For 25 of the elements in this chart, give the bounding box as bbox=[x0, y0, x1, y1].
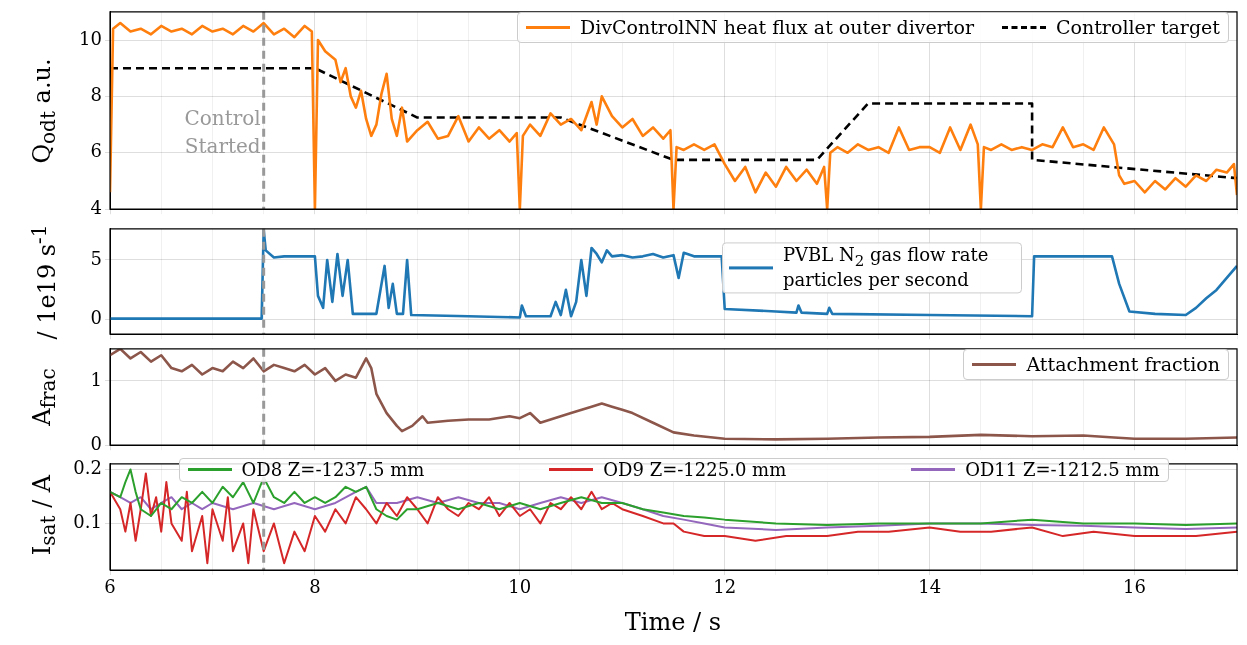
x-tick-label: 16 bbox=[1123, 576, 1146, 598]
y-tick-label: 1 bbox=[90, 368, 102, 390]
x-tick-label: 6 bbox=[104, 576, 116, 598]
x-tick-label: 14 bbox=[918, 576, 942, 598]
y-tick-label: 6 bbox=[90, 140, 102, 162]
x-axis-title: Time / s bbox=[624, 608, 722, 636]
x-tick-label: 10 bbox=[508, 576, 532, 598]
y-tick-label: 0 bbox=[90, 432, 102, 454]
legend-label: PVBL N$_{2}$ gas flow rate particles per second bbox=[783, 243, 990, 292]
legend-label: Controller target bbox=[1056, 16, 1220, 39]
y-tick-label: 5 bbox=[90, 247, 102, 269]
legend-label: DivControlNN heat flux at outer divertor bbox=[579, 16, 975, 39]
x-tick-label: 8 bbox=[309, 576, 321, 598]
y-tick-label: 4 bbox=[90, 196, 102, 218]
ref-line-label: Control Started bbox=[184, 106, 261, 159]
x-tick-label: 12 bbox=[713, 576, 737, 598]
legend-label: OD9 Z=-1225.0 mm bbox=[603, 459, 787, 481]
legend-label: OD8 Z=-1237.5 mm bbox=[241, 459, 425, 481]
y-tick-label: 10 bbox=[79, 27, 102, 49]
y-tick-label: 0 bbox=[90, 307, 102, 329]
y-tick-label: 0.2 bbox=[73, 457, 102, 479]
legend-label: Attachment fraction bbox=[1026, 353, 1220, 376]
y-tick-label: 0.1 bbox=[73, 511, 102, 533]
legend-label: OD11 Z=-1212.5 mm bbox=[965, 459, 1160, 481]
y-tick-label: 8 bbox=[90, 84, 102, 106]
